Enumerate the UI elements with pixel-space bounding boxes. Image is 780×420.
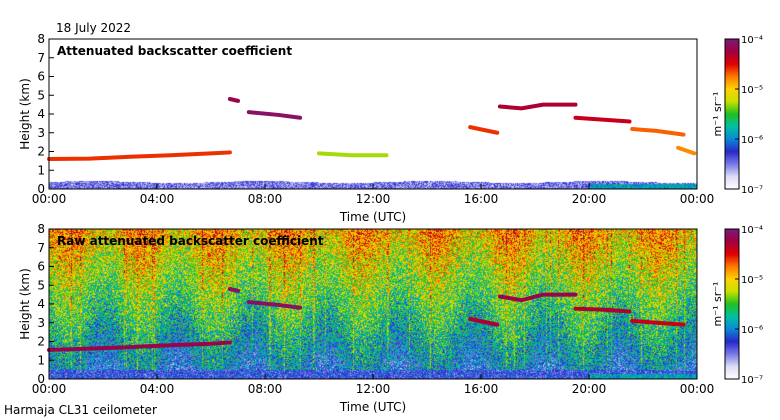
y-tick-label: 4	[37, 297, 45, 311]
y-tick-label: 3	[37, 316, 45, 330]
y-tick-label: 6	[37, 260, 45, 274]
x-tick-label: 04:00	[140, 192, 175, 206]
y-tick-label: 4	[37, 107, 45, 121]
colorbar-tick-label: 10⁻⁷	[741, 185, 763, 196]
x-tick-label: 08:00	[248, 382, 283, 396]
y-axis-label: Height (km)	[18, 78, 32, 149]
y-tick-label: 5	[37, 88, 45, 102]
cloud-feature-8	[676, 145, 697, 156]
x-tick-label: 00:00	[680, 192, 715, 206]
colorbar-unit-label: m⁻¹ sr⁻¹	[711, 282, 724, 327]
backscatter-field	[49, 39, 697, 189]
y-tick-label: 0	[37, 372, 45, 386]
cloud-feature-2	[246, 110, 303, 120]
y-tick-label: 6	[37, 70, 45, 84]
x-tick-label: 00:00	[32, 192, 67, 206]
colorbar-tick-label: 10⁻⁷	[741, 375, 763, 386]
x-tick-label: 20:00	[572, 382, 607, 396]
cloud-feature-3	[468, 317, 500, 327]
cloud-feature-2	[246, 300, 303, 310]
cloud-feature-5	[497, 102, 578, 111]
panel-raw-attenuated-backscatter: Raw attenuated backscatter coefficient00…	[18, 222, 763, 414]
cloud-feature-0	[47, 150, 232, 161]
y-tick-label: 8	[37, 32, 45, 46]
y-tick-label: 1	[37, 163, 45, 177]
x-tick-label: 12:00	[356, 192, 391, 206]
y-tick-label: 5	[37, 278, 45, 292]
panel-title: Attenuated backscatter coefficient	[57, 44, 292, 58]
cloud-feature-5	[573, 306, 632, 314]
x-tick-label: 16:00	[464, 382, 499, 396]
y-tick-label: 2	[37, 335, 45, 349]
backscatter-field	[49, 229, 697, 379]
colorbar-tick-label: 10⁻⁴	[741, 35, 763, 46]
x-axis-label: Time (UTC)	[339, 210, 406, 224]
x-tick-label: 00:00	[680, 382, 715, 396]
colorbar-tick-label: 10⁻⁶	[741, 325, 763, 336]
cloud-feature-4	[468, 125, 500, 135]
colorbar-tick-label: 10⁻⁵	[741, 85, 763, 96]
cloud-feature-6	[573, 115, 632, 124]
colorbar	[724, 38, 740, 190]
instrument-label: Harmaja CL31 ceilometer	[4, 403, 157, 417]
panel-title: Raw attenuated backscatter coefficient	[57, 234, 324, 248]
x-axis-label: Time (UTC)	[339, 400, 406, 414]
x-tick-label: 04:00	[140, 382, 175, 396]
colorbar-tick-label: 10⁻⁴	[741, 225, 763, 236]
y-tick-label: 8	[37, 222, 45, 236]
y-axis-label: Height (km)	[18, 268, 32, 339]
cloud-feature-3	[317, 151, 389, 158]
y-tick-label: 7	[37, 51, 45, 65]
y-tick-label: 7	[37, 241, 45, 255]
cloud-feature-7	[630, 127, 686, 137]
x-tick-label: 00:00	[32, 382, 67, 396]
cloud-feature-1	[227, 287, 240, 293]
y-tick-label: 3	[37, 126, 45, 140]
colorbar-tick-label: 10⁻⁵	[741, 275, 763, 286]
cloud-feature-0	[47, 340, 232, 352]
date-label: 18 July 2022	[56, 21, 131, 35]
x-tick-label: 08:00	[248, 192, 283, 206]
cloud-feature-6	[630, 318, 686, 327]
x-tick-label: 16:00	[464, 192, 499, 206]
x-tick-label: 12:00	[356, 382, 391, 396]
cloud-feature-4	[497, 292, 578, 303]
y-tick-label: 2	[37, 145, 45, 159]
y-tick-label: 0	[37, 182, 45, 196]
x-tick-label: 20:00	[572, 192, 607, 206]
colorbar-unit-label: m⁻¹ sr⁻¹	[711, 92, 724, 137]
colorbar-tick-label: 10⁻⁶	[741, 135, 763, 146]
colorbar	[724, 228, 740, 380]
cloud-feature-1	[227, 97, 240, 103]
y-tick-label: 1	[37, 353, 45, 367]
